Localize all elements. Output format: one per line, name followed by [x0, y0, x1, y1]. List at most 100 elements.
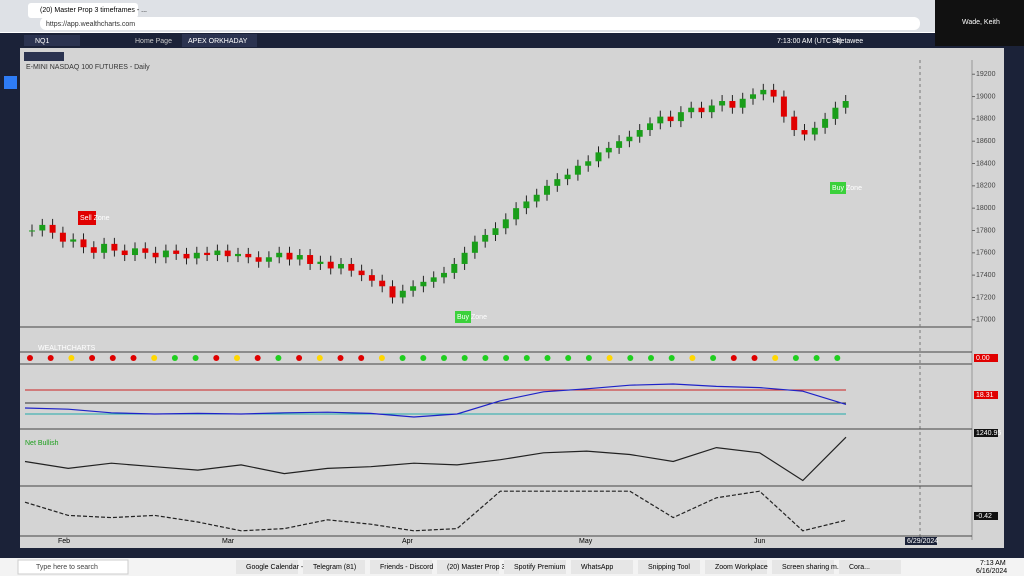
user: Wade, Keith	[962, 19, 1000, 26]
user-box	[935, 0, 1024, 46]
x-label: Feb	[58, 538, 70, 545]
candle	[379, 280, 386, 287]
y-tick-label: 18400	[976, 160, 996, 167]
tab[interactable]: APEX ORKHADAY	[188, 38, 248, 45]
annotation: Buy Zone	[832, 185, 862, 192]
candle	[276, 252, 283, 258]
signal-dot	[420, 355, 427, 361]
taskbar-app[interactable]	[772, 560, 834, 574]
momentum-line	[24, 383, 847, 418]
status-bar	[0, 548, 1024, 558]
taskbar-app-label: Google Calendar -...	[246, 564, 309, 571]
signal-dot	[254, 355, 261, 361]
candle	[513, 208, 520, 220]
taskbar-app-label: Screen sharing m...	[782, 564, 843, 571]
value-label: 0.00	[976, 355, 990, 362]
candle	[111, 243, 118, 251]
candle	[677, 112, 684, 122]
taskbar-app[interactable]	[705, 560, 767, 574]
search-box[interactable]	[17, 559, 129, 575]
candle	[451, 263, 458, 273]
y-tick-label: 18800	[976, 116, 996, 123]
candle	[564, 174, 571, 180]
candle	[574, 165, 581, 175]
taskbar-app[interactable]	[504, 560, 566, 574]
search: Type here to search	[36, 564, 98, 571]
candle	[430, 277, 437, 282]
candle	[224, 250, 231, 257]
candle	[59, 232, 66, 242]
signal-dot	[606, 355, 613, 361]
candle	[832, 107, 839, 119]
candle	[698, 107, 705, 113]
tab[interactable]	[28, 3, 138, 18]
oscillator-line	[24, 436, 847, 482]
candle	[338, 263, 344, 269]
signal-dot	[482, 355, 489, 361]
candle	[780, 96, 787, 117]
signal-dot	[27, 355, 33, 361]
taskbar-app-label: Snipping Tool	[648, 564, 690, 571]
signal-dot	[792, 355, 799, 361]
y-tick-label: 19200	[976, 71, 996, 78]
taskbar-app-label: Zoom Workplace	[715, 564, 768, 571]
taskbar-app[interactable]	[638, 560, 700, 574]
value-label: -0.42	[976, 513, 992, 520]
candle	[811, 127, 818, 135]
y-tick-label: 17200	[976, 294, 996, 301]
buy-zone	[455, 311, 471, 323]
y-tick-label: 18200	[976, 183, 996, 190]
address-bar[interactable]	[40, 17, 920, 30]
symbol: NQ1	[35, 38, 50, 45]
x-label: Apr	[402, 538, 414, 545]
active-tab	[182, 34, 257, 47]
candle	[708, 105, 715, 113]
candle	[255, 257, 262, 262]
candle	[739, 98, 746, 108]
chart-title: E-MINI NASDAQ 100 FUTURES - Daily	[26, 64, 150, 71]
candle	[688, 107, 695, 113]
taskbar-app-label: Cora...	[849, 564, 870, 571]
candle	[760, 89, 767, 95]
symbol-box[interactable]	[24, 35, 80, 46]
taskbar-app[interactable]	[571, 560, 633, 574]
taskbar-app[interactable]	[437, 560, 499, 574]
signal-dot	[151, 355, 158, 361]
candle	[523, 201, 530, 209]
app-bar	[935, 46, 1024, 48]
candle	[101, 243, 108, 253]
tab[interactable]: Home Page	[135, 38, 172, 45]
chart-area	[20, 48, 1004, 548]
candle	[214, 250, 221, 256]
signal-dot	[316, 355, 323, 361]
candle	[162, 250, 169, 258]
taskbar-app[interactable]	[236, 560, 298, 574]
candle	[142, 248, 149, 253]
candle	[585, 161, 592, 166]
candle	[296, 255, 303, 260]
candle	[667, 116, 674, 122]
signal-dot	[441, 355, 447, 361]
chart-tag	[24, 52, 64, 61]
account: Shetawee	[832, 38, 863, 45]
add-button[interactable]	[4, 76, 17, 89]
candle	[657, 116, 664, 124]
signal-dot	[565, 355, 572, 361]
y-tick-label: 18000	[976, 205, 996, 212]
taskbar-app-label: Friends - Discord	[380, 564, 433, 571]
taskbar-app[interactable]	[370, 560, 432, 574]
left-toolbar	[0, 48, 20, 548]
y-tick-label: 19000	[976, 93, 996, 100]
candle	[152, 252, 159, 258]
taskbar-app[interactable]	[839, 560, 901, 574]
taskbar-app[interactable]	[303, 560, 365, 574]
signal-dot	[834, 355, 841, 361]
signal-dot	[47, 355, 54, 361]
candle	[317, 261, 324, 264]
candle	[647, 123, 653, 131]
value-tag	[974, 391, 998, 399]
signal-dot	[130, 355, 137, 361]
signal-dot	[813, 355, 820, 361]
candle	[770, 89, 777, 97]
